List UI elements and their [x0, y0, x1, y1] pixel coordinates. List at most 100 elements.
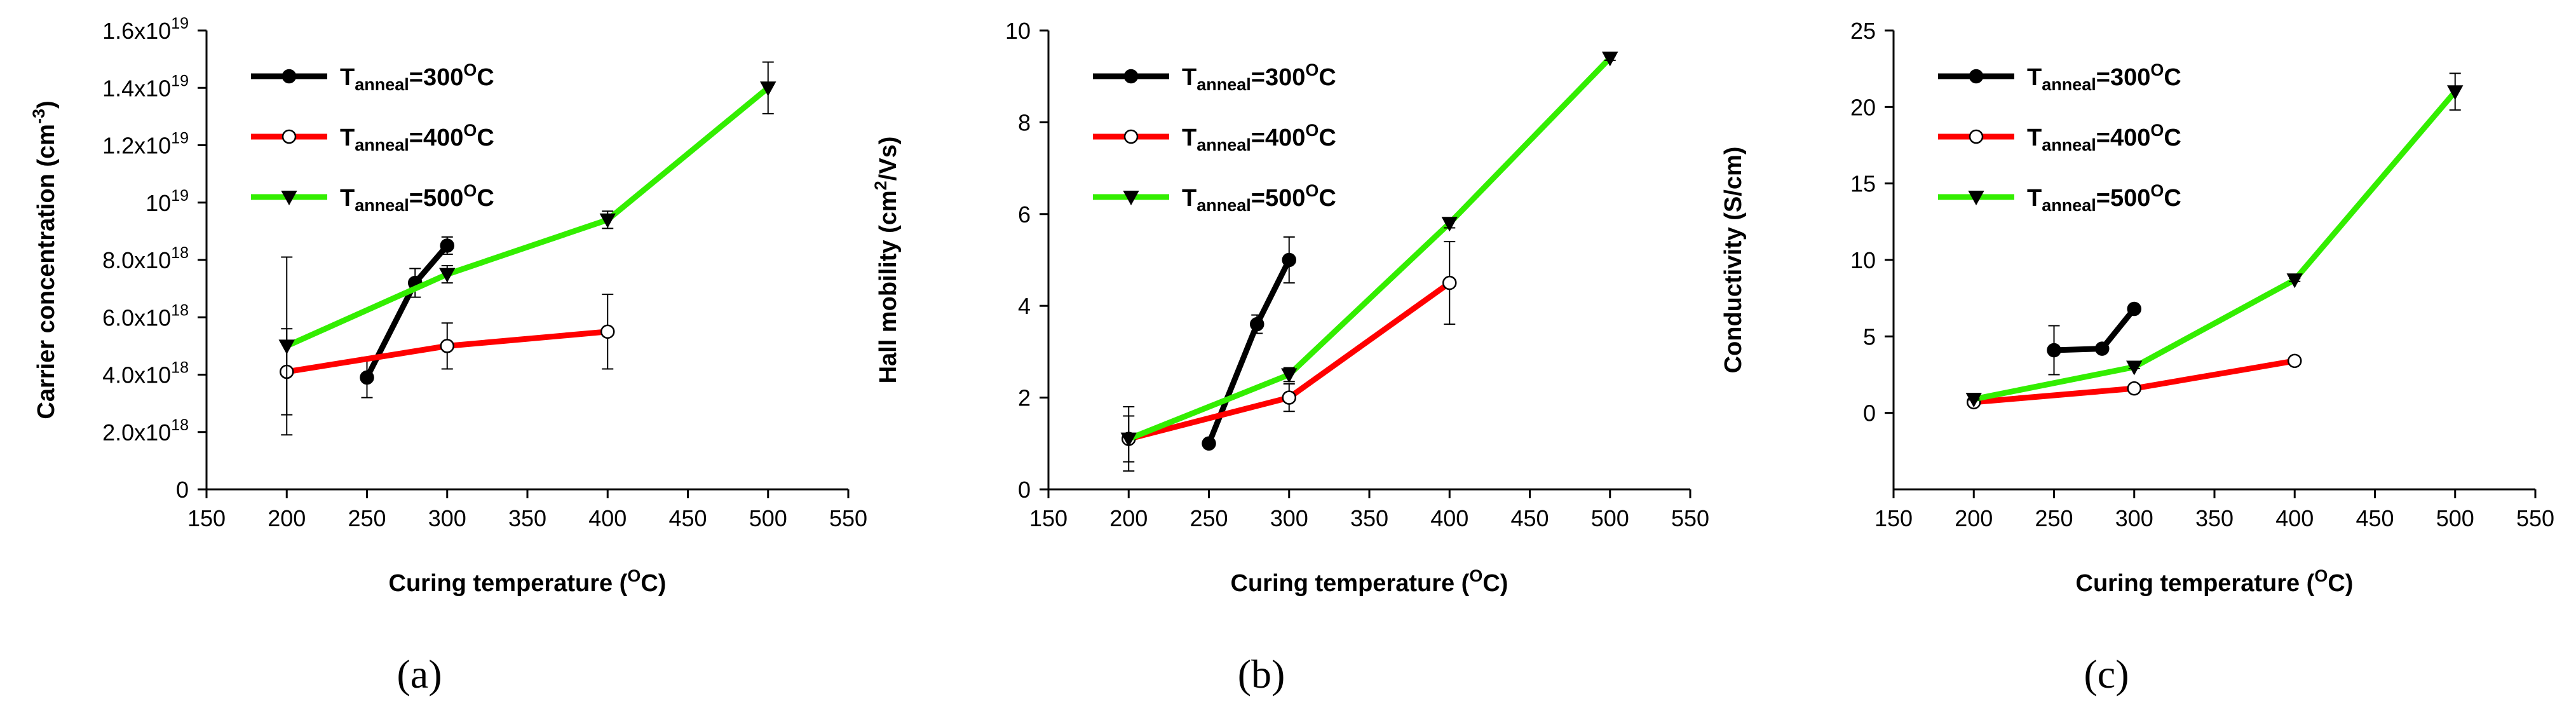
data-point — [2126, 360, 2143, 376]
y-tick-label: 1.6x1019 — [102, 15, 189, 44]
legend-entry: Tanneal=300OC — [1938, 60, 2181, 94]
legend-label: Tanneal=500OC — [340, 181, 494, 215]
series-400 — [280, 294, 615, 416]
data-point — [360, 370, 374, 385]
data-point — [2047, 343, 2061, 358]
data-point — [2288, 353, 2302, 369]
y-axis-title: Conductivity (S/cm) — [1720, 147, 1747, 374]
y-tick-label: 2.0x1018 — [102, 416, 189, 446]
x-tick-label: 200 — [268, 505, 306, 531]
y-tick-label: 1019 — [146, 187, 189, 216]
legend-entry: Tanneal=400OC — [1093, 121, 1336, 154]
x-axis-title: Curing temperature (OC) — [1231, 566, 1508, 597]
data-point — [1202, 436, 1216, 451]
legend-marker — [1123, 69, 1139, 84]
y-tick-label: 1.4x1019 — [102, 72, 189, 101]
legend-label: Tanneal=300OC — [1182, 60, 1336, 94]
data-point — [599, 213, 616, 228]
x-tick-label: 550 — [1671, 505, 1709, 531]
legend-marker — [1123, 129, 1139, 144]
data-point — [760, 81, 776, 97]
x-axis-title: Curing temperature (OC) — [389, 566, 667, 597]
series-line — [1973, 90, 2458, 402]
data-point — [2447, 85, 2464, 100]
series-line — [2054, 307, 2137, 353]
series-500 — [278, 61, 776, 436]
y-tick-label: 25 — [1850, 18, 1876, 44]
legend-entry: Tanneal=500OC — [1938, 181, 2181, 215]
legend-entry: Tanneal=500OC — [1093, 181, 1336, 215]
y-tick-label: 1.2x1019 — [102, 130, 189, 159]
y-tick-label: 6.0x1018 — [102, 301, 189, 330]
legend-entry: Tanneal=500OC — [251, 181, 494, 215]
y-tick-label: 4.0x1018 — [102, 359, 189, 388]
x-tick-label: 300 — [1270, 505, 1308, 531]
legend-entry: Tanneal=400OC — [1938, 121, 2181, 154]
legend-label: Tanneal=500OC — [1182, 181, 1336, 215]
data-point — [2127, 301, 2141, 317]
data-point — [1282, 390, 1296, 405]
x-tick-label: 250 — [1190, 505, 1228, 531]
x-tick-label: 250 — [2035, 505, 2073, 531]
panel-label: (b) — [1238, 651, 1285, 697]
series-300 — [1202, 236, 1296, 451]
y-tick-label: 20 — [1850, 94, 1876, 120]
y-tick-label: 8.0x1018 — [102, 244, 189, 273]
legend-marker — [281, 69, 297, 84]
y-tick-label: 0 — [176, 477, 189, 503]
data-point — [1602, 51, 1618, 67]
y-tick-label: 0 — [1863, 400, 1876, 426]
x-tick-label: 150 — [1029, 505, 1068, 531]
legend-entry: Tanneal=300OC — [251, 60, 494, 94]
legend-entry: Tanneal=400OC — [251, 121, 494, 154]
series-500 — [1965, 72, 2464, 408]
data-point — [1281, 368, 1298, 383]
chart-panel-b: 150 200 250 300 350 400 450 500 550 0 2 4 6 8 10 Curing… — [871, 18, 1709, 697]
series-500 — [1120, 51, 1618, 472]
x-tick-label: 500 — [1591, 505, 1629, 531]
y-tick-label: 10 — [1850, 247, 1876, 273]
y-axis-title: Carrier concentration (cm-3) — [29, 100, 60, 419]
x-tick-label: 150 — [1874, 505, 1913, 531]
data-point — [2127, 381, 2141, 396]
y-tick-label: 6 — [1018, 201, 1031, 228]
x-tick-label: 400 — [1430, 505, 1468, 531]
legend-marker — [1969, 129, 1984, 144]
x-tick-label: 150 — [187, 505, 226, 531]
y-tick-label: 0 — [1018, 477, 1031, 503]
legend-entry: Tanneal=300OC — [1093, 60, 1336, 94]
chart-panel-a: 150 200 250 300 350 400 450 500 550 0 2.0x1018 4.0x… — [29, 15, 867, 697]
data-point — [1250, 317, 1264, 332]
x-tick-label: 550 — [829, 505, 867, 531]
chart-panel-c: 150 200 250 300 350 400 450 500 550 0 5 10 15 20 25 Cur… — [1720, 18, 2554, 697]
legend-label: Tanneal=400OC — [2027, 121, 2181, 154]
legend-marker — [1968, 191, 1984, 206]
x-tick-label: 250 — [348, 505, 386, 531]
legend-label: Tanneal=300OC — [340, 60, 494, 94]
data-point — [440, 238, 454, 253]
data-point — [600, 324, 615, 339]
series-300 — [2047, 301, 2141, 376]
data-point — [278, 339, 295, 355]
data-point — [440, 339, 454, 353]
data-point — [1965, 393, 1982, 408]
data-point — [1442, 275, 1457, 290]
y-tick-label: 10 — [1005, 18, 1031, 44]
series-300 — [360, 236, 454, 398]
data-point — [1120, 432, 1137, 447]
y-tick-label: 8 — [1018, 109, 1031, 135]
x-tick-label: 550 — [2516, 505, 2554, 531]
y-tick-label: 15 — [1850, 171, 1876, 197]
x-axis-title: Curing temperature (OC) — [2076, 566, 2354, 597]
x-tick-label: 300 — [2115, 505, 2153, 531]
x-tick-label: 350 — [2195, 505, 2234, 531]
legend-marker — [1969, 69, 1984, 84]
data-point — [2095, 341, 2110, 356]
x-tick-label: 450 — [668, 505, 707, 531]
x-tick-label: 350 — [508, 505, 546, 531]
legend-label: Tanneal=400OC — [1182, 121, 1336, 154]
legend-marker — [281, 191, 297, 206]
x-tick-label: 400 — [588, 505, 627, 531]
x-tick-label: 450 — [2356, 505, 2394, 531]
